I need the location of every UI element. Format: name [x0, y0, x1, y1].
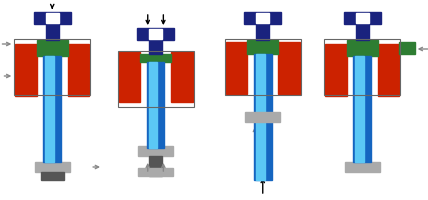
- Bar: [356, 24, 369, 40]
- Bar: [356, 13, 369, 23]
- Bar: [355, 56, 364, 162]
- Bar: [378, 44, 399, 96]
- Bar: [344, 12, 380, 24]
- Bar: [324, 39, 400, 95]
- Bar: [37, 40, 68, 56]
- Bar: [149, 62, 158, 148]
- Bar: [14, 39, 90, 95]
- Bar: [149, 40, 162, 54]
- Bar: [247, 40, 278, 54]
- Bar: [68, 44, 89, 96]
- Bar: [171, 52, 193, 102]
- Bar: [137, 28, 174, 40]
- Bar: [119, 52, 140, 102]
- Bar: [245, 112, 280, 122]
- Bar: [45, 56, 54, 162]
- Bar: [256, 54, 265, 180]
- Bar: [278, 42, 300, 94]
- Bar: [15, 44, 37, 96]
- Bar: [345, 162, 380, 172]
- Bar: [138, 146, 173, 156]
- Bar: [147, 62, 164, 148]
- Bar: [256, 24, 269, 40]
- Bar: [256, 13, 269, 23]
- Bar: [149, 29, 162, 39]
- Bar: [46, 24, 59, 40]
- Bar: [325, 44, 347, 96]
- Bar: [225, 39, 301, 95]
- Bar: [138, 168, 173, 176]
- Bar: [41, 172, 64, 180]
- Bar: [254, 54, 271, 180]
- Bar: [46, 13, 59, 23]
- Bar: [149, 156, 162, 176]
- Bar: [244, 12, 281, 24]
- Bar: [354, 56, 371, 162]
- Bar: [140, 54, 171, 62]
- Bar: [34, 12, 71, 24]
- Bar: [118, 51, 193, 107]
- Bar: [226, 42, 247, 94]
- Bar: [44, 56, 61, 162]
- Bar: [347, 40, 378, 56]
- Bar: [399, 42, 415, 54]
- Bar: [35, 162, 70, 172]
